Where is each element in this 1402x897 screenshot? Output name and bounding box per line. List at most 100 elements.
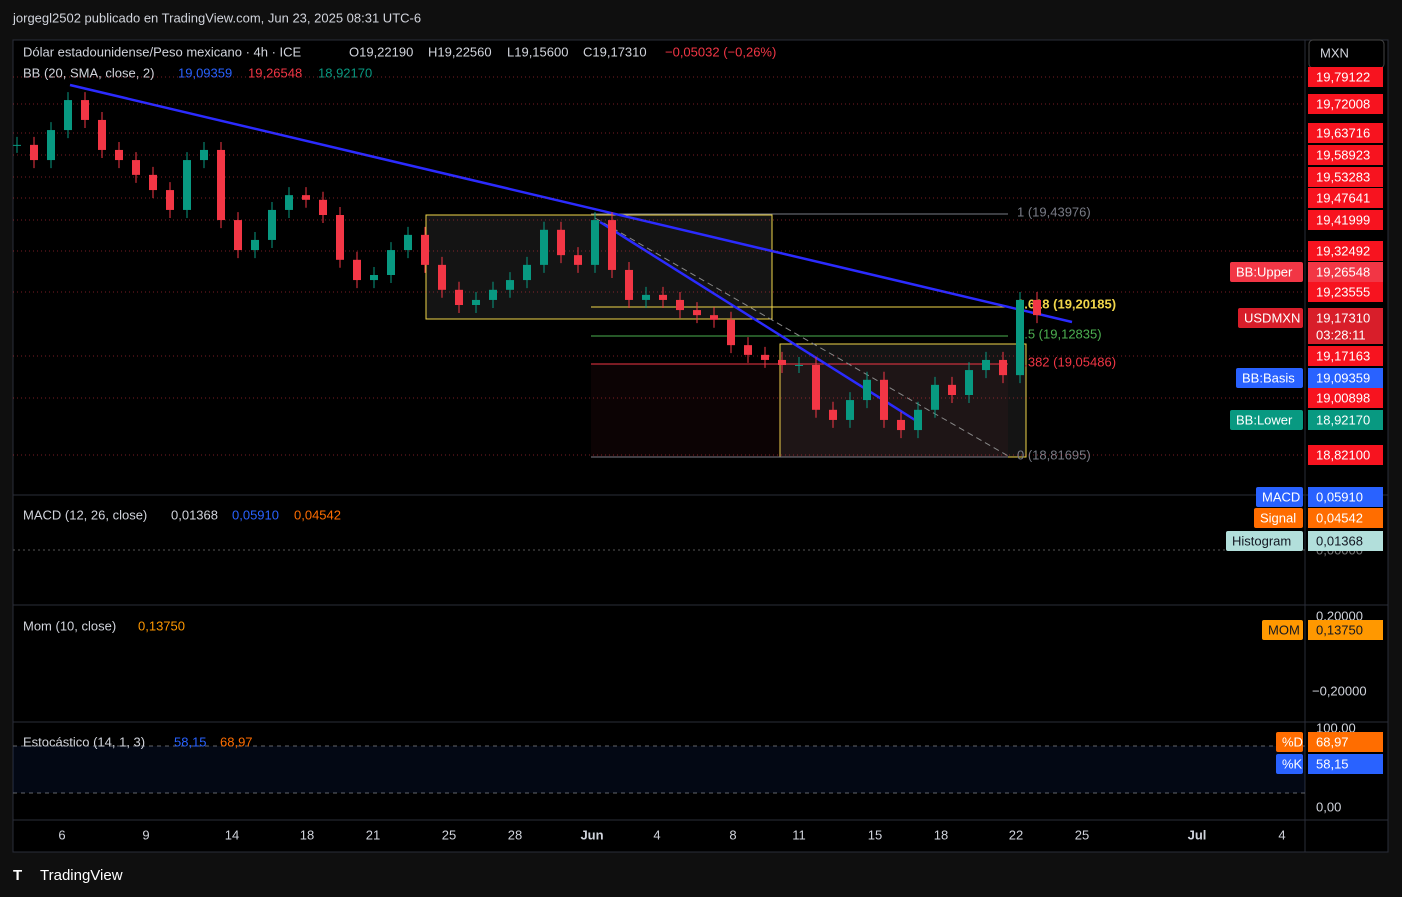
- candle: [336, 215, 344, 260]
- tag-value-box: [1308, 754, 1383, 774]
- candle: [47, 130, 55, 161]
- price-tag: [1308, 188, 1383, 208]
- candle: [149, 174, 157, 191]
- price-label: 19,63716: [1316, 125, 1370, 140]
- tag-value: 58,15: [1316, 756, 1349, 771]
- tag-name: MOM: [1268, 622, 1300, 637]
- tag-name: %K: [1282, 756, 1303, 771]
- bb-basis: 19,09359: [178, 65, 232, 80]
- candle: [200, 149, 208, 161]
- axis-label: 0,00: [1316, 799, 1341, 814]
- price-tag: [1308, 67, 1383, 87]
- price-tag: [1308, 123, 1383, 143]
- tag-name-box: [1276, 732, 1303, 752]
- candle: [829, 409, 837, 420]
- fib-label: 0.5 (19,12835): [1017, 326, 1102, 341]
- price-tag: [1308, 241, 1383, 261]
- macd-value: 0,05910: [232, 507, 279, 522]
- tag-value-box: [1308, 620, 1383, 640]
- candle: [319, 199, 327, 216]
- ohlc: C19,17310: [583, 44, 647, 59]
- time-label: 28: [508, 827, 522, 842]
- publisher: jorgegl2502 publicado en TradingView.com…: [12, 10, 421, 25]
- candle: [523, 264, 531, 281]
- candle: [302, 195, 310, 200]
- candle: [999, 359, 1007, 376]
- price-label: 19,79122: [1316, 69, 1370, 84]
- stoch-fill: [13, 746, 1305, 793]
- grid: [13, 40, 1388, 852]
- tag-value-box: [1308, 531, 1383, 551]
- price-label: 19,72008: [1316, 96, 1370, 111]
- tag-value: 19,17310: [1316, 310, 1370, 325]
- tag-name: %D: [1282, 734, 1303, 749]
- candle: [98, 119, 106, 150]
- candle: [370, 275, 378, 281]
- time-label: 4: [1278, 827, 1285, 842]
- time-label: 18: [934, 827, 948, 842]
- candle: [812, 365, 820, 410]
- macd-hist: 0,01368: [171, 507, 218, 522]
- tag-value: 19,26548: [1316, 264, 1370, 279]
- candle: [540, 229, 548, 265]
- candle: [693, 310, 701, 316]
- candle: [353, 259, 361, 281]
- price-label: 19,53283: [1316, 169, 1370, 184]
- candle: [217, 149, 225, 221]
- time-label: 21: [366, 827, 380, 842]
- time-label: 25: [442, 827, 456, 842]
- price-tag: [1308, 445, 1383, 465]
- trend-line: [69, 83, 1073, 324]
- candle: [727, 319, 735, 346]
- axis-label: 0,20000: [1316, 608, 1363, 623]
- candle: [948, 384, 956, 396]
- tag-name-box: [1256, 487, 1303, 507]
- ohlc: H19,22560: [428, 44, 492, 59]
- candle: [965, 370, 973, 396]
- candle: [81, 100, 89, 120]
- price-tag: [1308, 94, 1383, 114]
- price-tag: [1308, 210, 1383, 230]
- price-label: 19,58923: [1316, 147, 1370, 162]
- tag-name-box: [1276, 754, 1303, 774]
- price-tag: [1308, 145, 1383, 165]
- candle: [115, 149, 123, 161]
- candle: [472, 299, 480, 306]
- currency[interactable]: MXN: [1320, 45, 1349, 60]
- trend-line: [599, 220, 916, 422]
- candle: [863, 379, 871, 401]
- tag-name: Signal: [1260, 510, 1296, 525]
- candle: [625, 269, 633, 300]
- time-label: 18: [300, 827, 314, 842]
- candle: [744, 345, 752, 355]
- time-label: 22: [1009, 827, 1023, 842]
- tag-name-box: [1226, 531, 1303, 551]
- time-label: 14: [225, 827, 239, 842]
- candle: [574, 255, 582, 265]
- tag-value: 18,92170: [1316, 412, 1370, 427]
- footer: TradingView: [40, 867, 123, 884]
- tag-name: BB:Lower: [1236, 412, 1293, 427]
- price-tag: [1308, 282, 1383, 302]
- candle: [659, 294, 667, 300]
- chart-frame: [12, 39, 1389, 853]
- tag-name-box: [1236, 368, 1303, 388]
- price-label: 19,47641: [1316, 190, 1370, 205]
- candle: [897, 419, 905, 431]
- tag-name: BB:Basis: [1242, 370, 1295, 385]
- candle: [931, 384, 939, 410]
- price-label: 19,17163: [1316, 348, 1370, 363]
- candle: [795, 365, 803, 367]
- candle: [557, 229, 565, 256]
- price-label: 19,32492: [1316, 243, 1370, 258]
- candle: [268, 209, 276, 240]
- tag-value: 0,04542: [1316, 510, 1363, 525]
- price-tag: [1308, 346, 1383, 366]
- time-label: Jul: [1188, 827, 1207, 842]
- time-label: 9: [142, 827, 149, 842]
- price-label: 19,23555: [1316, 284, 1370, 299]
- tag-value-box: [1308, 262, 1383, 282]
- fib-label: 0.382 (19,05486): [1017, 354, 1116, 369]
- tag-value-box: [1308, 410, 1383, 430]
- mom-value: 0,13750: [138, 618, 185, 633]
